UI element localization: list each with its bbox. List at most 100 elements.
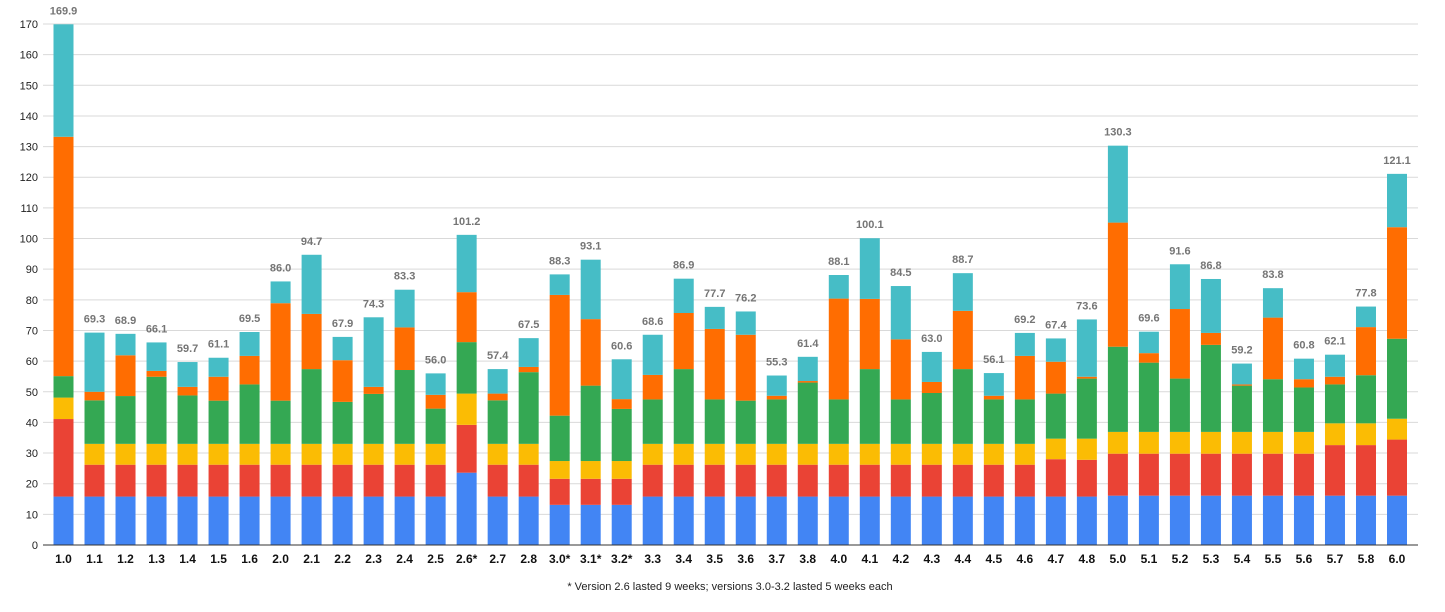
bar-segment-series-5 bbox=[394, 327, 415, 371]
bar-segment-series-3 bbox=[952, 443, 973, 465]
x-tick-label: 3.6 bbox=[737, 552, 754, 566]
bar-segment-series-3 bbox=[394, 443, 415, 465]
bar-segment-series-6 bbox=[952, 273, 973, 311]
bar-segment-series-4 bbox=[704, 399, 725, 444]
bar-group bbox=[425, 373, 446, 545]
bar-segment-series-2 bbox=[797, 464, 818, 497]
x-tick-label: 2.7 bbox=[489, 552, 506, 566]
bar-group bbox=[983, 373, 1004, 545]
bar-group bbox=[53, 24, 74, 545]
data-label: 88.7 bbox=[952, 254, 973, 266]
data-label: 91.6 bbox=[1169, 245, 1190, 257]
bar-segment-series-4 bbox=[270, 400, 291, 444]
bar-segment-series-3 bbox=[704, 443, 725, 465]
x-tick-label: 6.0 bbox=[1389, 552, 1406, 566]
bar-segment-series-1 bbox=[115, 496, 136, 545]
bar-group bbox=[766, 375, 787, 545]
bar-segment-series-2 bbox=[146, 464, 167, 497]
bar-segment-series-3 bbox=[301, 443, 322, 465]
bar-segment-series-4 bbox=[363, 393, 384, 444]
bar-segment-series-6 bbox=[1262, 288, 1283, 318]
bar-group bbox=[828, 274, 849, 545]
bar-segment-series-3 bbox=[1200, 431, 1221, 454]
bar-segment-series-6 bbox=[735, 311, 756, 335]
bar-segment-series-4 bbox=[1169, 378, 1190, 432]
bar-segment-series-4 bbox=[1076, 378, 1097, 439]
bar-segment-series-6 bbox=[859, 238, 880, 299]
bar-segment-series-2 bbox=[1169, 453, 1190, 496]
bar-segment-series-2 bbox=[363, 464, 384, 497]
bar-segment-series-1 bbox=[1138, 495, 1159, 545]
bar-segment-series-3 bbox=[1231, 431, 1252, 454]
bar-segment-series-6 bbox=[270, 281, 291, 304]
bar-group bbox=[487, 369, 508, 545]
bar-segment-series-6 bbox=[1324, 354, 1345, 377]
bar-segment-series-2 bbox=[84, 464, 105, 497]
bar-group bbox=[673, 278, 694, 545]
bar-segment-series-3 bbox=[177, 443, 198, 465]
bar-segment-series-5 bbox=[704, 328, 725, 400]
data-label: 67.9 bbox=[332, 318, 353, 330]
bar-segment-series-3 bbox=[84, 443, 105, 465]
bar-group bbox=[1355, 306, 1376, 545]
bar-segment-series-6 bbox=[1293, 358, 1314, 380]
bar-segment-series-2 bbox=[890, 464, 911, 497]
bar-segment-series-1 bbox=[53, 496, 74, 545]
data-label: 94.7 bbox=[301, 236, 322, 248]
bar-group bbox=[1324, 354, 1345, 545]
bar-segment-series-2 bbox=[53, 419, 74, 497]
bar-segment-series-3 bbox=[859, 443, 880, 465]
bar-group bbox=[1293, 358, 1314, 545]
bar-segment-series-5 bbox=[735, 334, 756, 401]
y-tick-label: 170 bbox=[20, 19, 38, 31]
bar-segment-series-2 bbox=[1045, 459, 1066, 497]
data-label: 60.8 bbox=[1293, 340, 1314, 352]
bar-segment-series-3 bbox=[1169, 431, 1190, 454]
bar-group bbox=[1045, 338, 1066, 545]
footnote: * Version 2.6 lasted 9 weeks; versions 3… bbox=[567, 581, 892, 593]
bar-segment-series-1 bbox=[146, 496, 167, 545]
bar-segment-series-6 bbox=[611, 359, 632, 400]
bar-segment-series-5 bbox=[115, 355, 136, 397]
data-label: 57.4 bbox=[487, 350, 509, 362]
bar-segment-series-2 bbox=[1355, 445, 1376, 496]
bar-segment-series-5 bbox=[1014, 355, 1035, 400]
bar-segment-series-4 bbox=[1014, 399, 1035, 444]
data-label: 74.3 bbox=[363, 298, 384, 310]
data-label: 86.0 bbox=[270, 262, 291, 274]
bar-segment-series-1 bbox=[456, 472, 477, 545]
data-label: 130.3 bbox=[1104, 127, 1132, 139]
bar-segment-series-1 bbox=[487, 496, 508, 545]
bar-segment-series-6 bbox=[1107, 145, 1128, 223]
y-tick-label: 20 bbox=[26, 479, 38, 491]
bar-segment-series-5 bbox=[177, 386, 198, 396]
bar-segment-series-4 bbox=[115, 396, 136, 444]
bar-segment-series-5 bbox=[1324, 376, 1345, 385]
data-label: 60.6 bbox=[611, 340, 632, 352]
bar-segment-series-5 bbox=[580, 319, 601, 386]
bar-segment-series-3 bbox=[518, 443, 539, 465]
bar-segment-series-6 bbox=[983, 373, 1004, 396]
data-label: 83.8 bbox=[1262, 269, 1283, 281]
bar-segment-series-1 bbox=[1355, 495, 1376, 545]
bar-group bbox=[1200, 278, 1221, 545]
bar-segment-series-4 bbox=[146, 376, 167, 444]
bar-segment-series-4 bbox=[301, 369, 322, 444]
bar-segment-series-5 bbox=[1200, 332, 1221, 345]
bar-segment-series-1 bbox=[1076, 496, 1097, 545]
bar-segment-series-5 bbox=[1262, 317, 1283, 380]
bar-segment-series-2 bbox=[1014, 464, 1035, 497]
bar-segment-series-3 bbox=[642, 443, 663, 465]
bar-segment-series-5 bbox=[1045, 361, 1066, 394]
bar-segment-series-5 bbox=[1169, 309, 1190, 379]
y-tick-label: 130 bbox=[20, 142, 38, 154]
x-tick-label: 3.4 bbox=[675, 552, 692, 566]
bar-segment-series-2 bbox=[456, 424, 477, 473]
bar-group bbox=[177, 362, 198, 545]
bars bbox=[53, 24, 1407, 545]
bar-segment-series-4 bbox=[177, 395, 198, 444]
bar-segment-series-2 bbox=[1387, 439, 1407, 496]
data-label: 66.1 bbox=[146, 323, 167, 335]
bar-segment-series-3 bbox=[239, 443, 260, 465]
data-label: 86.8 bbox=[1200, 260, 1221, 272]
